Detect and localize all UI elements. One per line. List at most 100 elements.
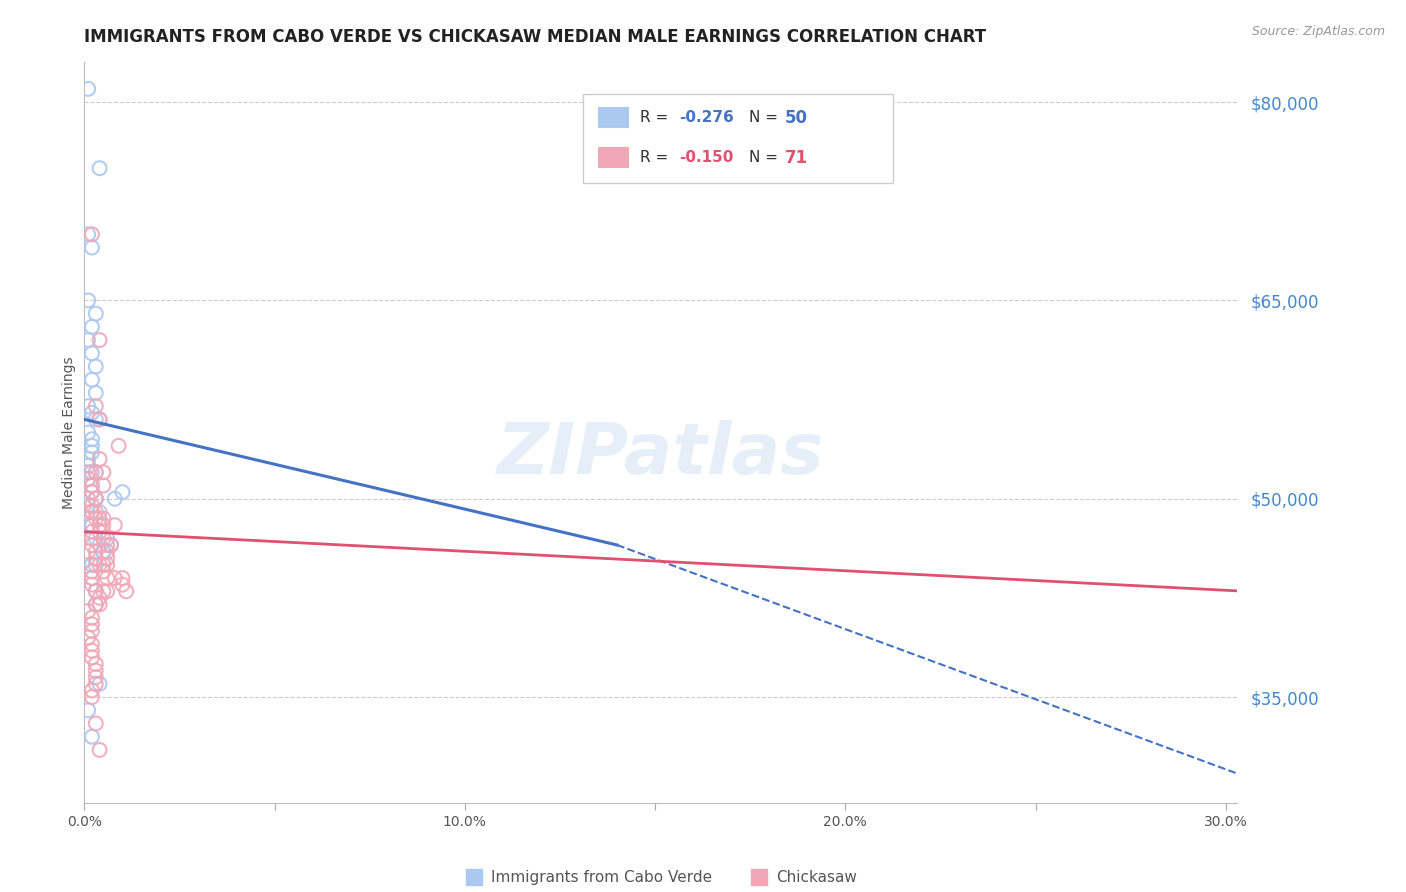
Point (77, 631, 100, 645)
Text: R =: R = (640, 111, 673, 125)
Point (80, 644, 103, 658)
Point (96, 571, 118, 585)
Point (84, 677, 107, 691)
Point (115, 584, 138, 599)
Point (89, 505, 111, 519)
Point (111, 577, 134, 591)
Point (80, 319, 103, 334)
Point (93, 532, 115, 546)
Point (93, 518, 115, 533)
Point (100, 538, 122, 552)
Text: N =: N = (749, 111, 783, 125)
Text: N =: N = (749, 151, 783, 165)
Point (80, 637, 103, 651)
Point (80, 571, 103, 585)
Point (80, 505, 103, 519)
Point (89, 598, 111, 612)
Text: Source: ZipAtlas.com: Source: ZipAtlas.com (1251, 25, 1385, 38)
Point (77, 472, 100, 486)
Point (80, 478, 103, 492)
Point (84, 491, 107, 506)
Point (104, 518, 127, 533)
Point (77, 425, 100, 440)
Point (84, 505, 107, 519)
Point (89, 412, 111, 426)
Point (89, 524, 111, 539)
Point (80, 683, 103, 698)
Point (80, 571, 103, 585)
Point (84, 584, 107, 599)
Point (111, 485, 134, 500)
Text: -0.276: -0.276 (679, 111, 734, 125)
Point (89, 538, 111, 552)
Point (80, 577, 103, 591)
Point (96, 544, 118, 558)
Point (89, 677, 111, 691)
Point (77, 333, 100, 347)
Point (84, 670, 107, 684)
Point (80, 690, 103, 704)
Point (80, 518, 103, 533)
Point (89, 452, 111, 467)
Point (107, 439, 129, 453)
Legend: Immigrants from Cabo Verde, Chickasaw: Immigrants from Cabo Verde, Chickasaw (458, 864, 863, 891)
Point (93, 565, 115, 579)
Point (80, 485, 103, 500)
Point (80, 499, 103, 513)
Point (96, 551, 118, 566)
Point (89, 518, 111, 533)
Point (80, 617, 103, 632)
Point (93, 558, 115, 572)
Point (80, 346, 103, 360)
Point (80, 227, 103, 242)
Point (77, 499, 100, 513)
Point (84, 664, 107, 678)
Point (84, 511, 107, 525)
Point (84, 558, 107, 572)
Point (89, 511, 111, 525)
Point (104, 491, 127, 506)
Text: 50: 50 (785, 109, 807, 127)
Point (80, 558, 103, 572)
Point (96, 558, 118, 572)
Point (77, 399, 100, 413)
Point (80, 373, 103, 387)
Point (80, 465, 103, 479)
Point (84, 657, 107, 671)
Text: -0.150: -0.150 (679, 151, 734, 165)
Point (80, 524, 103, 539)
Point (96, 584, 118, 599)
Text: 71: 71 (785, 149, 807, 167)
Point (84, 359, 107, 374)
Point (93, 511, 115, 525)
Point (84, 598, 107, 612)
Point (80, 439, 103, 453)
Point (89, 333, 111, 347)
Point (77, 703, 100, 717)
Point (84, 307, 107, 321)
Point (89, 412, 111, 426)
Point (111, 571, 134, 585)
Point (84, 584, 107, 599)
Point (84, 532, 107, 546)
Point (77, 472, 100, 486)
Point (80, 432, 103, 446)
Point (80, 611, 103, 625)
Point (80, 624, 103, 638)
Point (84, 551, 107, 566)
Point (80, 240, 103, 255)
Point (89, 558, 111, 572)
Point (80, 478, 103, 492)
Point (77, 544, 100, 558)
Point (96, 538, 118, 552)
Point (77, 227, 100, 242)
Point (80, 406, 103, 420)
Point (80, 485, 103, 500)
Point (89, 591, 111, 605)
Point (93, 465, 115, 479)
Point (93, 544, 115, 558)
Text: ZIPatlas: ZIPatlas (498, 420, 824, 490)
Point (77, 604, 100, 618)
Point (80, 538, 103, 552)
Point (84, 399, 107, 413)
